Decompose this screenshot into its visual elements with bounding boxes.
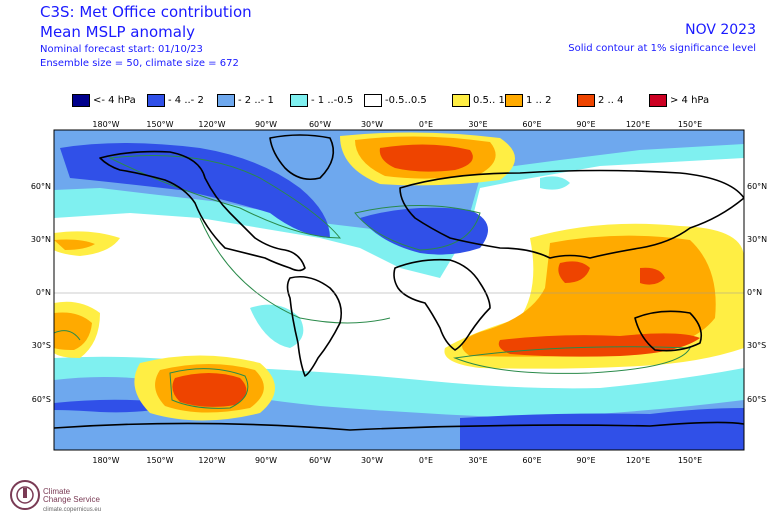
legend-item: - 2 ..- 1 [217,92,274,108]
lat-label: 60°N [747,182,767,191]
legend-swatch [505,93,523,107]
legend-label: 0.5.. 1 [473,94,505,106]
legend-swatch [147,93,165,107]
legend-label: 2 .. 4 [598,94,624,106]
legend-label: 1 .. 2 [526,94,552,106]
legend-item: - 4 ..- 2 [147,92,204,108]
forecast-start: Nominal forecast start: 01/10/23 [40,44,203,55]
anomaly-map: 180°W 150°W 120°W 90°W 60°W 30°W 0°E 30°E 60°E 90… [31,120,767,465]
lon-label: 90°W [255,456,277,465]
longitude-labels-bottom: 180°W 150°W 120°W 90°W 60°W 30°W 0°E 30°E 60°E 90… [92,456,702,465]
africa-coast [393,258,491,351]
lon-label: 30°E [468,120,487,129]
lon-label: 150°W [146,120,173,129]
legend-swatch [364,93,382,107]
copernicus-logo-icon [10,480,40,510]
significance-contours [54,155,691,409]
forecast-period: NOV 2023 [685,22,756,38]
legend-swatch [452,93,470,107]
lat-label: 30°S [747,341,766,350]
legend-swatch [217,93,235,107]
lon-label: 30°E [468,456,487,465]
lon-label: 120°W [198,456,225,465]
legend-swatch [290,93,308,107]
org-name-line2: Change Service [43,495,100,504]
legend-label: - 2 ..- 1 [238,94,274,106]
legend-item: - 1 ..-0.5 [290,92,353,108]
legend-label: - 1 ..-0.5 [311,94,354,106]
south-america-coast [286,275,343,377]
ensemble-size: Ensemble size = 50, climate size = 672 [40,58,239,69]
lon-label: 0°E [419,456,433,465]
lon-label: 180°W [92,456,119,465]
lat-label: 30°N [31,235,51,244]
org-name-line1: Climate [43,487,71,496]
legend-label: > 4 hPa [670,94,710,106]
lon-label: 60°E [522,120,541,129]
legend-label: <- 4 hPa [93,94,136,106]
north-america-coast [99,150,306,272]
australia-coast [634,310,703,352]
contour-note: Solid contour at 1% significance level [568,43,756,54]
lon-label: 150°W [146,456,173,465]
lon-label: 60°W [309,456,331,465]
lat-label: 30°N [747,235,767,244]
variable-title: Mean MSLP anomaly [40,23,195,41]
eurasia-coast [399,169,744,259]
coastlines [54,134,744,431]
legend-item: <- 4 hPa [72,92,136,108]
lon-label: 0°E [419,120,433,129]
lat-label: 0°N [36,288,51,297]
lon-label: 90°E [576,120,595,129]
lon-label: 30°W [361,456,383,465]
legend-item: 1 .. 2 [505,92,551,108]
longitude-labels-top: 180°W 150°W 120°W 90°W 60°W 30°W 0°E 30°E 60°E 90… [92,120,702,129]
legend-label: - 4 ..- 2 [168,94,204,106]
legend-item: -0.5..0.5 [364,92,427,108]
legend-item: 2 .. 4 [577,92,623,108]
lon-label: 60°E [522,456,541,465]
color-legend: <- 4 hPa - 4 ..- 2 - 2 ..- 1 - 1 ..-0.5 -0.5… [72,92,712,110]
lon-label: 90°E [576,456,595,465]
lon-label: 150°E [678,120,702,129]
lon-label: 150°E [678,456,702,465]
lat-label: 60°N [31,182,51,191]
legend-item: > 4 hPa [649,92,709,108]
lon-label: 120°E [626,120,650,129]
latitude-labels-left: 60°N 30°N 0°N 30°S 60°S [31,182,51,404]
lon-label: 120°E [626,456,650,465]
lon-label: 90°W [255,120,277,129]
lat-label: 60°S [747,395,766,404]
anomaly-shading [54,130,744,450]
greenland-coast [269,134,335,181]
lon-label: 30°W [361,120,383,129]
map-frame [53,129,745,451]
lat-label: 30°S [32,341,51,350]
legend-swatch [577,93,595,107]
legend-label: -0.5..0.5 [385,94,427,106]
product-title: C3S: Met Office contribution [40,3,252,21]
lat-label: 0°N [747,288,762,297]
lon-label: 180°W [92,120,119,129]
legend-swatch [72,93,90,107]
lat-label: 60°S [32,395,51,404]
lon-label: 120°W [198,120,225,129]
lon-label: 60°W [309,120,331,129]
legend-swatch [649,93,667,107]
latitude-labels-right: 60°N 30°N 0°N 30°S 60°S [747,182,767,404]
antarctica-coast [54,421,744,431]
legend-item: 0.5.. 1 [452,92,505,108]
org-url[interactable]: climate.copernicus.eu [43,507,102,513]
